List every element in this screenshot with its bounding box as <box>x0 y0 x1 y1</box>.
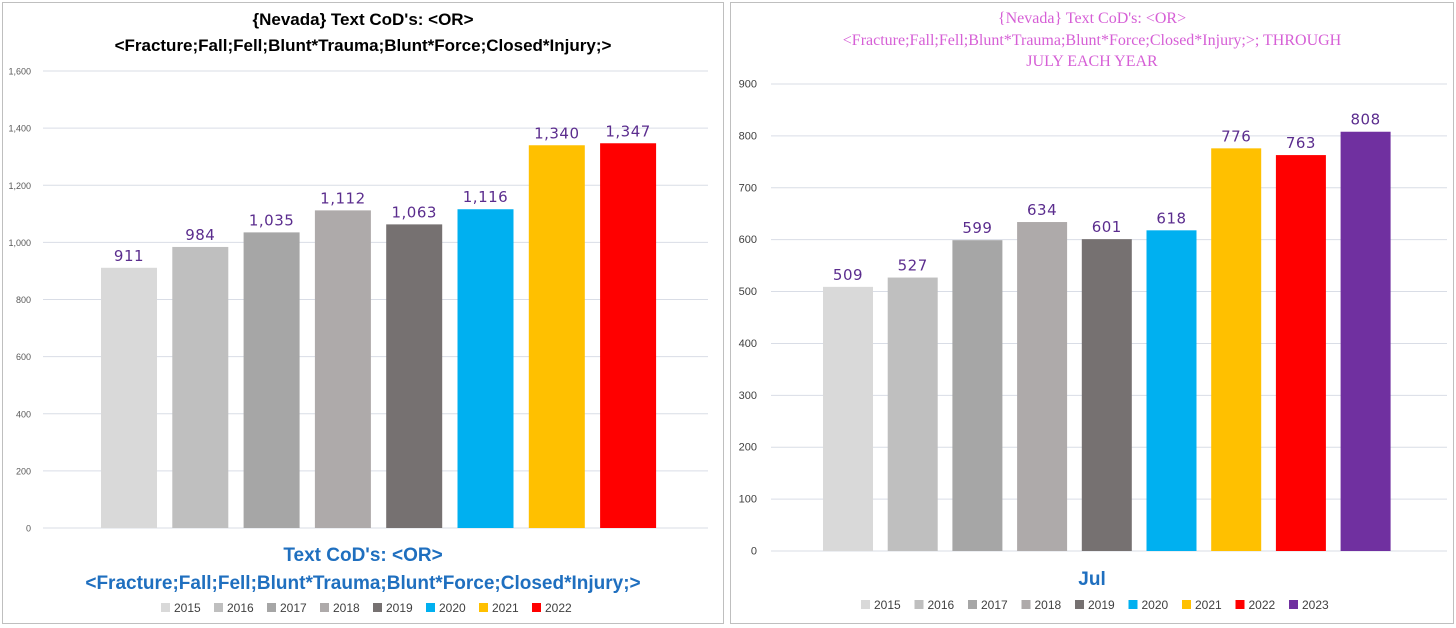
y-tick-label: 1,400 <box>8 124 31 134</box>
bar-2016 <box>887 277 938 551</box>
bar-2019 <box>1081 239 1132 552</box>
data-label-2019: 601 <box>1092 218 1122 236</box>
y-tick-label: 1,200 <box>8 181 31 191</box>
bar-2021 <box>528 145 585 528</box>
y-tick-label: 900 <box>739 79 757 91</box>
legend-label-2020: 2020 <box>1142 598 1169 612</box>
legend-label-2016: 2016 <box>227 601 254 615</box>
legend-label-2016: 2016 <box>928 598 955 612</box>
bar-2017 <box>243 232 300 529</box>
data-label-2020: 618 <box>1156 209 1186 227</box>
data-label-2021: 1,340 <box>534 124 579 142</box>
legend-label-2019: 2019 <box>1088 598 1115 612</box>
legend-swatch-2015 <box>161 603 170 612</box>
data-label-2021: 776 <box>1221 127 1251 145</box>
bar-2020 <box>1146 230 1197 551</box>
legend-swatch-2016 <box>914 600 924 609</box>
legend-label-2022: 2022 <box>1249 598 1276 612</box>
legend-label-2023: 2023 <box>1302 598 1329 612</box>
data-label-2015: 509 <box>833 266 863 284</box>
legend-label-2022: 2022 <box>545 601 572 615</box>
legend-swatch-2022 <box>532 603 541 612</box>
y-tick-label: 0 <box>26 524 31 534</box>
legend-label-2017: 2017 <box>981 598 1008 612</box>
legend-label-2020: 2020 <box>439 601 466 615</box>
legend-label-2015: 2015 <box>174 601 201 615</box>
y-tick-label: 800 <box>739 130 757 142</box>
bar-2015 <box>101 267 157 528</box>
data-label-2020: 1,116 <box>463 188 508 206</box>
data-label-2018: 1,112 <box>320 189 365 207</box>
x-axis-title-line: Text CoD's: <OR> <box>283 545 442 566</box>
bar-2017 <box>952 240 1003 552</box>
y-tick-label: 400 <box>739 338 757 350</box>
data-label-2016: 527 <box>898 257 928 275</box>
x-axis-title-line: <Fracture;Fall;Fell;Blunt*Trauma;Blunt*F… <box>85 573 640 594</box>
legend-label-2015: 2015 <box>874 598 901 612</box>
legend-swatch-2021 <box>479 603 488 612</box>
y-tick-label: 600 <box>16 352 31 362</box>
legend-label-2019: 2019 <box>386 601 413 615</box>
y-tick-label: 1,000 <box>8 238 31 248</box>
bar-2018 <box>314 210 371 528</box>
data-label-2017: 1,035 <box>249 211 294 229</box>
legend-label-2018: 2018 <box>1035 598 1062 612</box>
bar-2022 <box>1275 155 1326 552</box>
bar-2020 <box>457 209 514 528</box>
legend-swatch-2017 <box>968 600 977 609</box>
data-label-2022: 763 <box>1286 134 1316 152</box>
legend-label-2017: 2017 <box>280 601 307 615</box>
legend-label-2021: 2021 <box>1195 598 1222 612</box>
bar-2019 <box>386 224 443 529</box>
y-tick-label: 200 <box>16 466 31 476</box>
right-chart-panel: {Nevada} Text CoD's: <OR> <Fracture;Fall;… <box>730 2 1454 624</box>
y-tick-label: 500 <box>739 286 757 298</box>
bar-2015 <box>823 286 873 551</box>
chart-title-line: {Nevada} Text CoD's: <OR> <box>252 10 473 29</box>
right-bar-chart: {Nevada} Text CoD's: <OR> <Fracture;Fall;… <box>739 10 1447 612</box>
y-tick-label: 700 <box>739 182 757 194</box>
legend-swatch-2023 <box>1289 600 1298 609</box>
y-tick-label: 400 <box>16 409 31 419</box>
bar-2023 <box>1340 131 1391 551</box>
y-tick-label: 300 <box>739 390 757 402</box>
x-axis-title-line: Jul <box>1078 569 1105 590</box>
bar-2018 <box>1017 222 1068 551</box>
left-chart-panel: {Nevada} Text CoD's: <OR> <Fracture;Fall;… <box>2 2 724 624</box>
data-label-2015: 911 <box>114 247 144 265</box>
legend-swatch-2018 <box>1021 600 1031 609</box>
legend-swatch-2020 <box>1128 600 1138 609</box>
y-tick-label: 0 <box>751 546 757 558</box>
legend-swatch-2017 <box>267 603 276 612</box>
chart-title-line: <Fracture;Fall;Fell;Blunt*Trauma;Blunt*F… <box>115 36 612 55</box>
legend-label-2018: 2018 <box>333 601 360 615</box>
bar-2022 <box>600 143 657 528</box>
data-label-2023: 808 <box>1351 111 1381 129</box>
legend-swatch-2016 <box>214 603 223 612</box>
data-label-2016: 984 <box>185 226 215 244</box>
legend-swatch-2021 <box>1182 600 1191 609</box>
legend-swatch-2018 <box>320 603 329 612</box>
chart-title-line: JULY EACH YEAR <box>1026 53 1158 70</box>
y-tick-label: 600 <box>739 234 757 246</box>
data-label-2019: 1,063 <box>391 203 436 221</box>
y-tick-label: 1,600 <box>8 67 31 77</box>
legend-swatch-2020 <box>426 603 435 612</box>
bar-2016 <box>172 246 229 528</box>
y-tick-label: 100 <box>739 494 757 506</box>
bar-2021 <box>1211 148 1262 551</box>
chart-title-line: {Nevada} Text CoD's: <OR> <box>998 10 1186 27</box>
legend-swatch-2022 <box>1235 600 1245 609</box>
legend-swatch-2019 <box>373 603 382 612</box>
y-tick-label: 200 <box>739 442 757 454</box>
data-label-2018: 634 <box>1027 201 1057 219</box>
legend-label-2021: 2021 <box>492 601 519 615</box>
data-label-2017: 599 <box>962 219 992 237</box>
data-label-2022: 1,347 <box>605 122 650 140</box>
legend-swatch-2015 <box>861 600 870 609</box>
chart-title-line: <Fracture;Fall;Fell;Blunt*Trauma;Blunt*F… <box>843 32 1342 49</box>
left-bar-chart: {Nevada} Text CoD's: <OR> <Fracture;Fall;… <box>8 10 708 615</box>
legend-swatch-2019 <box>1075 600 1084 609</box>
y-tick-label: 800 <box>16 295 31 305</box>
